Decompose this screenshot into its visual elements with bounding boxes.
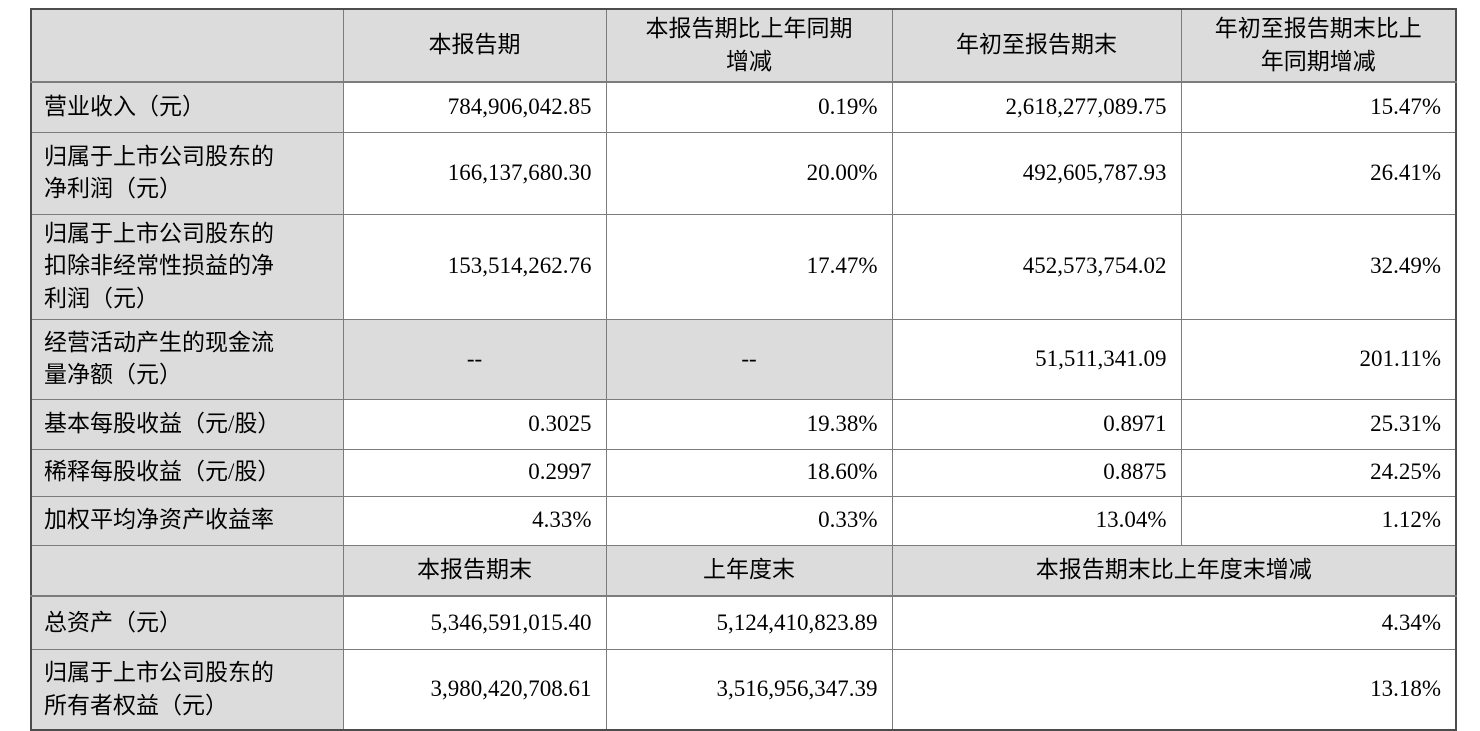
basic-eps-label: 基本每股收益（元/股） [30, 398, 344, 450]
net-profit-deducted-ytd-yoy: 32.49% [1180, 213, 1457, 320]
total-assets-label: 总资产（元） [30, 595, 344, 650]
net-profit-ytd: 492,605,787.93 [891, 131, 1182, 215]
row-equity-attributable: 归属于上市公司股东的所有者权益（元） 3,980,420,708.61 3,51… [30, 648, 1457, 731]
header-current-period-end: 本报告期末 [342, 544, 607, 598]
header-end-vs-prev-change: 本报告期末比上年度末增减 [891, 544, 1457, 598]
basic-eps-current: 0.3025 [342, 398, 607, 450]
operating-revenue-ytd: 2,618,277,089.75 [891, 81, 1182, 133]
operating-cash-flow-ytd-yoy: 201.11% [1180, 318, 1457, 400]
header-prev-year-end: 上年度末 [605, 544, 893, 598]
diluted-eps-current: 0.2997 [342, 448, 607, 497]
row-operating-revenue: 营业收入（元） 784,906,042.85 0.19% 2,618,277,0… [30, 81, 1457, 133]
header-ytd: 年初至报告期末 [891, 8, 1182, 84]
net-profit-deducted-current: 153,514,262.76 [342, 213, 607, 320]
equity-label: 归属于上市公司股东的所有者权益（元） [30, 648, 344, 731]
diluted-eps-ytd-yoy: 24.25% [1180, 448, 1457, 497]
net-profit-current: 166,137,680.30 [342, 131, 607, 215]
row-weighted-avg-roe: 加权平均净资产收益率 4.33% 0.33% 13.04% 1.12% [30, 495, 1457, 546]
header-row-period: 本报告期 本报告期比上年同期增减 年初至报告期末 年初至报告期末比上年同期增减 [30, 8, 1457, 84]
financial-summary-table: 本报告期 本报告期比上年同期增减 年初至报告期末 年初至报告期末比上年同期增减 … [30, 8, 1457, 731]
weighted-avg-roe-yoy: 0.33% [605, 495, 893, 546]
net-profit-ytd-yoy: 26.41% [1180, 131, 1457, 215]
basic-eps-ytd: 0.8971 [891, 398, 1182, 450]
row-diluted-eps: 稀释每股收益（元/股） 0.2997 18.60% 0.8875 24.25% [30, 448, 1457, 497]
operating-revenue-yoy: 0.19% [605, 81, 893, 133]
equity-change: 13.18% [891, 648, 1457, 731]
total-assets-prev-end: 5,124,410,823.89 [605, 595, 893, 650]
row-net-profit-attributable: 归属于上市公司股东的净利润（元） 166,137,680.30 20.00% 4… [30, 131, 1457, 215]
net-profit-deducted-yoy: 17.47% [605, 213, 893, 320]
diluted-eps-yoy: 18.60% [605, 448, 893, 497]
net-profit-deducted-ytd: 452,573,754.02 [891, 213, 1182, 320]
row-total-assets: 总资产（元） 5,346,591,015.40 5,124,410,823.89… [30, 595, 1457, 650]
operating-revenue-label: 营业收入（元） [30, 81, 344, 133]
operating-revenue-current: 784,906,042.85 [342, 81, 607, 133]
basic-eps-ytd-yoy: 25.31% [1180, 398, 1457, 450]
net-profit-yoy: 20.00% [605, 131, 893, 215]
header-current-period: 本报告期 [342, 8, 607, 84]
header-end-blank-cell [30, 544, 344, 598]
operating-cash-flow-ytd: 51,511,341.09 [891, 318, 1182, 400]
basic-eps-yoy: 19.38% [605, 398, 893, 450]
equity-prev-end: 3,516,956,347.39 [605, 648, 893, 731]
diluted-eps-label: 稀释每股收益（元/股） [30, 448, 344, 497]
row-operating-cash-flow: 经营活动产生的现金流量净额（元） -- -- 51,511,341.09 201… [30, 318, 1457, 400]
weighted-avg-roe-ytd: 13.04% [891, 495, 1182, 546]
header-ytd-yoy: 年初至报告期末比上年同期增减 [1180, 8, 1457, 84]
total-assets-change: 4.34% [891, 595, 1457, 650]
header-current-period-yoy: 本报告期比上年同期增减 [605, 8, 893, 84]
header-row-period-end: 本报告期末 上年度末 本报告期末比上年度末增减 [30, 544, 1457, 598]
total-assets-current-end: 5,346,591,015.40 [342, 595, 607, 650]
weighted-avg-roe-current: 4.33% [342, 495, 607, 546]
operating-cash-flow-yoy: -- [605, 318, 893, 400]
row-net-profit-deducted-nonrecurring: 归属于上市公司股东的扣除非经常性损益的净利润（元） 153,514,262.76… [30, 213, 1457, 320]
row-basic-eps: 基本每股收益（元/股） 0.3025 19.38% 0.8971 25.31% [30, 398, 1457, 450]
header-blank-cell [30, 8, 344, 84]
operating-revenue-ytd-yoy: 15.47% [1180, 81, 1457, 133]
operating-cash-flow-current: -- [342, 318, 607, 400]
operating-cash-flow-label: 经营活动产生的现金流量净额（元） [30, 318, 344, 400]
weighted-avg-roe-ytd-yoy: 1.12% [1180, 495, 1457, 546]
net-profit-label: 归属于上市公司股东的净利润（元） [30, 131, 344, 215]
weighted-avg-roe-label: 加权平均净资产收益率 [30, 495, 344, 546]
diluted-eps-ytd: 0.8875 [891, 448, 1182, 497]
equity-current-end: 3,980,420,708.61 [342, 648, 607, 731]
net-profit-deducted-label: 归属于上市公司股东的扣除非经常性损益的净利润（元） [30, 213, 344, 320]
